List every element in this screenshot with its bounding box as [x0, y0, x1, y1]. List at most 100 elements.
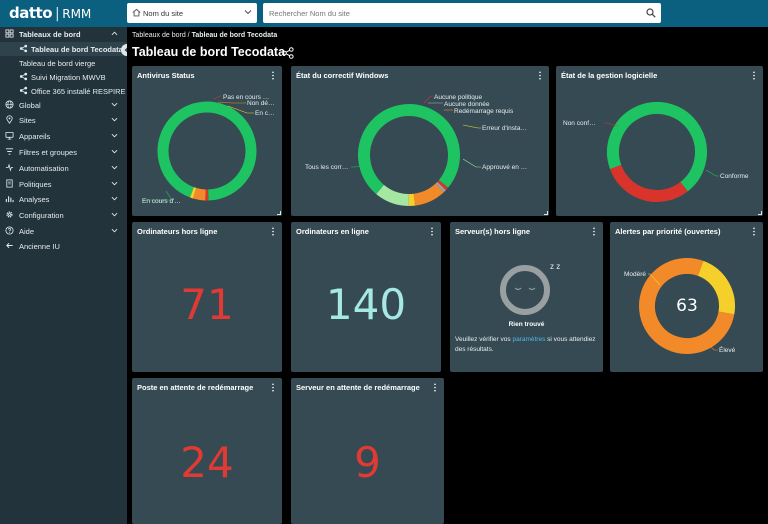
kebab-menu-icon[interactable] [433, 383, 437, 392]
share-icon [19, 86, 28, 95]
site-select[interactable]: Nom du site [127, 3, 257, 23]
chevron-down-icon [111, 165, 118, 170]
share-icon[interactable] [282, 47, 294, 59]
workstation-reboot-count: 24 [180, 438, 234, 487]
slice-label: Redémarrage requis [454, 108, 514, 115]
sidebar-item-configuration[interactable]: Configuration [0, 208, 127, 222]
kebab-menu-icon[interactable] [271, 383, 275, 392]
sidebar-item-sites[interactable]: Sites [0, 113, 127, 127]
sidebar-item-migration-tracking[interactable]: Suivi Migration MWVB [0, 70, 127, 84]
donut-slice-1[interactable] [607, 102, 707, 192]
page-title: Tableau de bord Tecodata [132, 45, 286, 59]
sleeping-face-icon: z z [500, 262, 560, 315]
resize-handle[interactable] [277, 211, 281, 215]
kebab-menu-icon[interactable] [752, 227, 756, 236]
donut-slice-2[interactable] [437, 180, 449, 191]
kebab-menu-icon[interactable] [538, 71, 542, 80]
alerts-total: 63 [676, 296, 698, 316]
sidebar-item-filters-groups[interactable]: Filtres et groupes [0, 145, 127, 159]
filter-icon [5, 148, 14, 155]
sidebar: Tableaux de bord Tableau de bord Tecodat… [0, 27, 133, 524]
kebab-menu-icon[interactable] [430, 227, 434, 236]
share-icon [19, 72, 28, 81]
workstation-pending-reboot-widget[interactable]: Poste en attente de redémarrage 24 [132, 378, 282, 524]
top-bar: datto | RMM Nom du site [0, 0, 768, 27]
policy-icon [6, 179, 13, 188]
donut-slice-1[interactable] [157, 101, 257, 201]
globe-icon [5, 100, 14, 109]
sidebar-item-tecodata-dashboard[interactable]: Tableau de bord Tecodata [0, 42, 127, 56]
donut-slice-1[interactable] [358, 104, 460, 195]
servers-offline-widget: Serveur(s) hors ligne z z Rien trouvé Ve… [450, 222, 603, 372]
kebab-menu-icon[interactable] [752, 71, 756, 80]
sidebar-item-global[interactable]: Global [0, 98, 127, 112]
kebab-menu-icon[interactable] [271, 227, 275, 236]
sidebar-item-legacy-ui[interactable]: Ancienne IU [0, 239, 127, 253]
alerts-by-priority-widget: Alertes par priorité (ouvertes) Modéré É… [610, 222, 763, 372]
devices-icon [5, 131, 14, 140]
slice-label: En c… [255, 110, 275, 117]
slice-label: Approuvé en … [482, 164, 527, 171]
server-reboot-count: 9 [354, 438, 381, 487]
slice-label: Modéré [624, 271, 646, 278]
site-select-value: Nom du site [143, 9, 184, 18]
sidebar-item-help[interactable]: Aide [0, 224, 127, 238]
analytics-icon [5, 196, 14, 203]
online-computers-widget[interactable]: Ordinateurs en ligne 140 [291, 222, 441, 372]
resize-handle[interactable] [758, 211, 762, 215]
automation-icon [5, 163, 14, 172]
widget-title: Serveur en attente de redémarrage [296, 383, 420, 392]
settings-link[interactable]: paramètres [512, 336, 546, 343]
sidebar-item-policies[interactable]: Politiques [0, 177, 127, 191]
donut-slice-2[interactable] [697, 260, 735, 315]
donut-slice-2[interactable] [610, 164, 688, 202]
sidebar-item-automation[interactable]: Automatisation [0, 161, 127, 175]
search-input[interactable] [269, 6, 629, 20]
resize-handle[interactable] [544, 211, 548, 215]
widget-title: Antivirus Status [137, 71, 195, 80]
sidebar-item-devices[interactable]: Appareils [0, 129, 127, 143]
donut-slice-6[interactable] [376, 184, 410, 206]
widget-title: État du correctif Windows [296, 71, 389, 80]
widget-title: Poste en attente de redémarrage [137, 383, 254, 392]
donut-slice-3[interactable] [435, 181, 446, 193]
widget-title: État de la gestion logicielle [561, 71, 658, 80]
offline-computers-widget[interactable]: Ordinateurs hors ligne 71 [132, 222, 282, 372]
server-pending-reboot-widget[interactable]: Serveur en attente de redémarrage 9 [291, 378, 444, 524]
no-results-title: Rien trouvé [508, 321, 545, 328]
slice-label: Erreur d'insta… [482, 125, 527, 132]
search-icon[interactable] [646, 8, 656, 18]
main-content: Tableaux de bord / Tableau de bord Tecod… [127, 27, 768, 524]
slice-label: Non dé… [247, 100, 274, 107]
donut-slice-3[interactable] [193, 187, 206, 201]
sidebar-item-blank-dashboard[interactable]: Tableau de bord vierge [19, 59, 96, 68]
breadcrumb-root[interactable]: Tableaux de bord [132, 32, 186, 39]
sidebar-item-office365[interactable]: Office 365 installé RESPIRE [0, 84, 127, 98]
sidebar-item-dashboards[interactable]: Tableaux de bord [0, 27, 127, 41]
dashboard-icon [5, 29, 14, 38]
antivirus-status-widget: Antivirus Status Pas en cours … Non dé… … [132, 66, 282, 216]
home-icon [132, 8, 141, 17]
slice-label: Non conf… [563, 120, 596, 127]
chevron-down-icon [111, 181, 118, 186]
chevron-down-icon [244, 10, 252, 15]
alerts-donut-chart: Modéré Élevé 63 [624, 258, 736, 354]
donut-slice-4[interactable] [413, 183, 444, 206]
chevron-down-icon [111, 212, 118, 217]
datto-logo[interactable]: datto | RMM [9, 4, 92, 22]
back-arrow-icon [6, 242, 13, 249]
online-count: 140 [325, 280, 407, 329]
sleep-zz: z z [550, 262, 560, 271]
donut-slice-4[interactable] [190, 187, 197, 199]
slice-label: En cours d'… [142, 198, 181, 205]
no-results-message: Veuillez vérifier vos paramètres si vous… [455, 336, 596, 353]
kebab-menu-icon[interactable] [271, 71, 275, 80]
slice-label: Pas en cours … [223, 94, 269, 101]
kebab-menu-icon[interactable] [592, 227, 596, 236]
chevron-down-icon [111, 133, 118, 138]
antivirus-donut-chart: Pas en cours … Non dé… En c… En cours d'… [142, 94, 275, 205]
widget-title: Ordinateurs en ligne [296, 227, 369, 236]
donut-slice-1[interactable] [639, 258, 735, 354]
chevron-down-icon [111, 102, 118, 107]
sidebar-item-analyses[interactable]: Analyses [0, 192, 127, 206]
